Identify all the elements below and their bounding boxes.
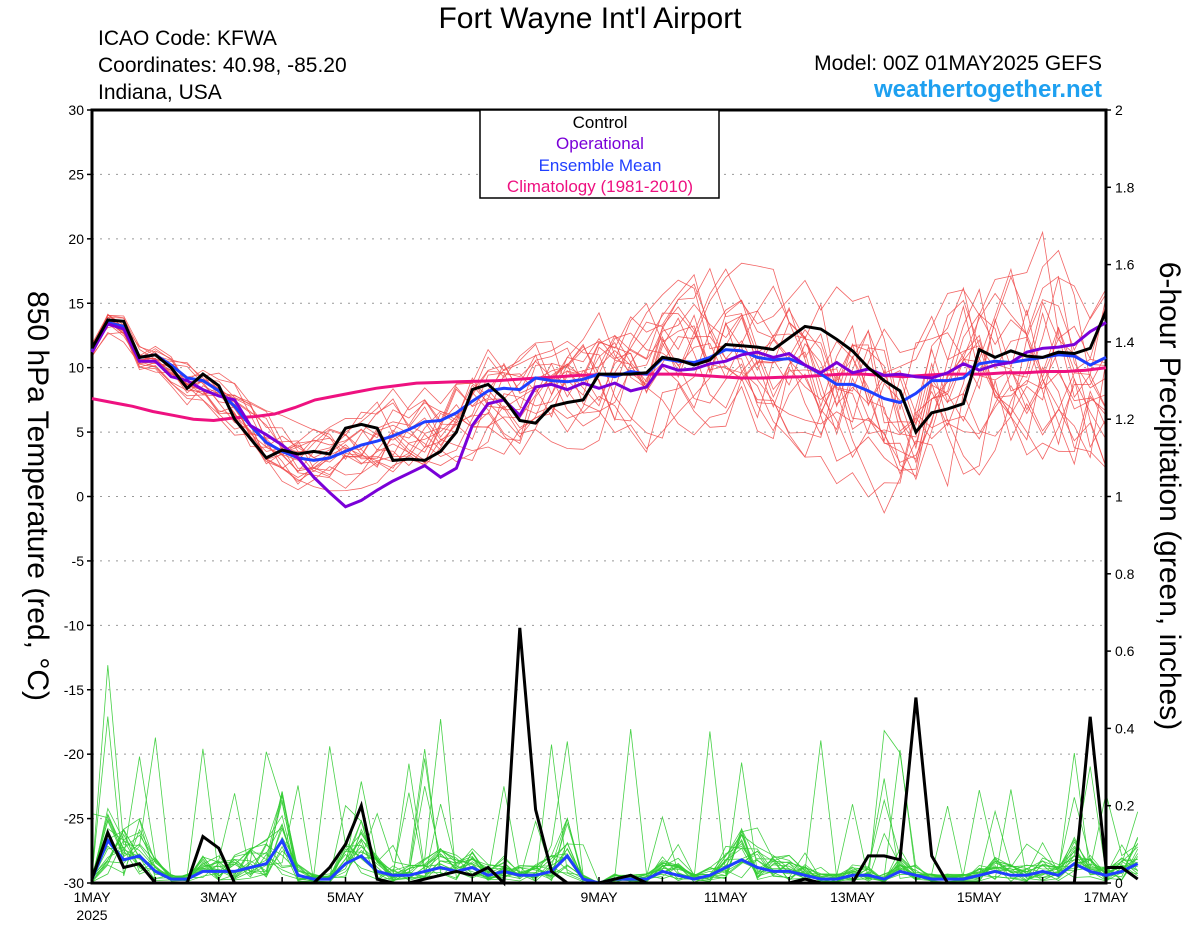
chart-title: Fort Wayne Int'l Airport [438, 2, 742, 35]
x-tick-label: 13MAY [830, 889, 876, 905]
x-tick-label: 11MAY [704, 889, 748, 905]
control-temp-line [90, 310, 1108, 462]
y-right-tick-label: 1 [1115, 489, 1123, 505]
control-precip-line [90, 627, 1139, 887]
y-right-axis-label: 6-hour Precipitation (green, inches) [1153, 262, 1186, 731]
precip-member-line [91, 737, 1138, 884]
y-right-tick-label: 2 [1115, 102, 1123, 118]
legend-box [479, 109, 720, 199]
x-tick-label: 17MAY [1084, 889, 1130, 905]
y-left-tick-label: -30 [64, 875, 84, 891]
precip-member-line [91, 729, 1139, 884]
y-right-tick-label: 1.4 [1115, 334, 1135, 350]
x-tick-label: 15MAY [957, 889, 1003, 905]
y-left-tick-label: -5 [72, 553, 85, 569]
y-right-tick-label: 1.8 [1115, 179, 1135, 195]
icao-code: ICAO Code: KFWA [98, 27, 277, 50]
temp-member-line [91, 303, 1107, 489]
y-left-tick-label: 30 [68, 102, 84, 118]
y-left-tick-label: 10 [68, 360, 84, 376]
x-tick-label: 1MAY [73, 889, 111, 905]
temp-member-line [91, 299, 1107, 477]
legend-operational: Operational [556, 134, 644, 153]
precip-member-line [91, 716, 1138, 884]
y-right-tick-label: 0.4 [1115, 720, 1135, 736]
y-right-tick-label: 0.6 [1115, 643, 1135, 659]
temp-member-line [91, 283, 1107, 491]
coordinates: Coordinates: 40.98, -85.20 [98, 54, 347, 77]
brand-link[interactable]: weathertogether.net [873, 76, 1102, 103]
y-left-axis-label: 850 hPa Temperature (red, °C) [21, 291, 54, 701]
region: Indiana, USA [98, 81, 222, 104]
temp-member-line [91, 230, 1107, 492]
y-left-tick-label: 15 [68, 295, 84, 311]
x-tick-label: 3MAY [200, 889, 238, 905]
precip-member-line [91, 741, 1139, 884]
legend: Control Operational Ensemble Mean Climat… [479, 109, 720, 199]
legend-control: Control [573, 113, 628, 132]
y-left-tick-label: 0 [76, 489, 84, 505]
y-right-tick-label: 1.2 [1115, 411, 1135, 427]
temp-member-line [91, 306, 1107, 514]
y-left-tick-label: -10 [64, 617, 84, 633]
y-left-tick-label: -20 [64, 746, 84, 762]
axes: 302520151050-5-10-15-20-25-3021.81.61.41… [64, 102, 1135, 905]
y-right-tick-label: 0.8 [1115, 566, 1135, 582]
temp-member-line [91, 262, 1107, 468]
y-left-tick-label: 5 [76, 424, 84, 440]
legend-climatology: Climatology (1981-2010) [507, 177, 693, 196]
legend-ensemble-mean: Ensemble Mean [539, 156, 662, 175]
precip-member-line [91, 749, 1139, 884]
y-left-tick-label: 25 [68, 166, 84, 182]
model-run: Model: 00Z 01MAY2025 GEFS [814, 52, 1102, 75]
temp-member-line [91, 279, 1107, 478]
x-tick-label: 7MAY [454, 889, 492, 905]
temp-member-line [91, 273, 1107, 481]
precip-member-line [91, 718, 1138, 884]
operational-temp-line [90, 321, 1107, 509]
precip-member-line [91, 748, 1138, 884]
grid [92, 173, 1106, 820]
y-right-tick-label: 0.2 [1115, 798, 1135, 814]
temp-member-line [91, 267, 1107, 471]
y-left-tick-label: -15 [64, 682, 84, 698]
ensemble-members [91, 230, 1139, 884]
temp-member-line [91, 277, 1107, 473]
x-tick-label: 5MAY [327, 889, 365, 905]
x-tick-label: 9MAY [580, 889, 618, 905]
y-right-tick-label: 1.6 [1115, 257, 1135, 273]
y-left-tick-label: 20 [68, 231, 84, 247]
y-right-tick-label: 0 [1115, 875, 1123, 891]
y-left-tick-label: -25 [64, 811, 84, 827]
x-year-label: 2025 [76, 907, 107, 923]
series-lines [90, 310, 1139, 887]
